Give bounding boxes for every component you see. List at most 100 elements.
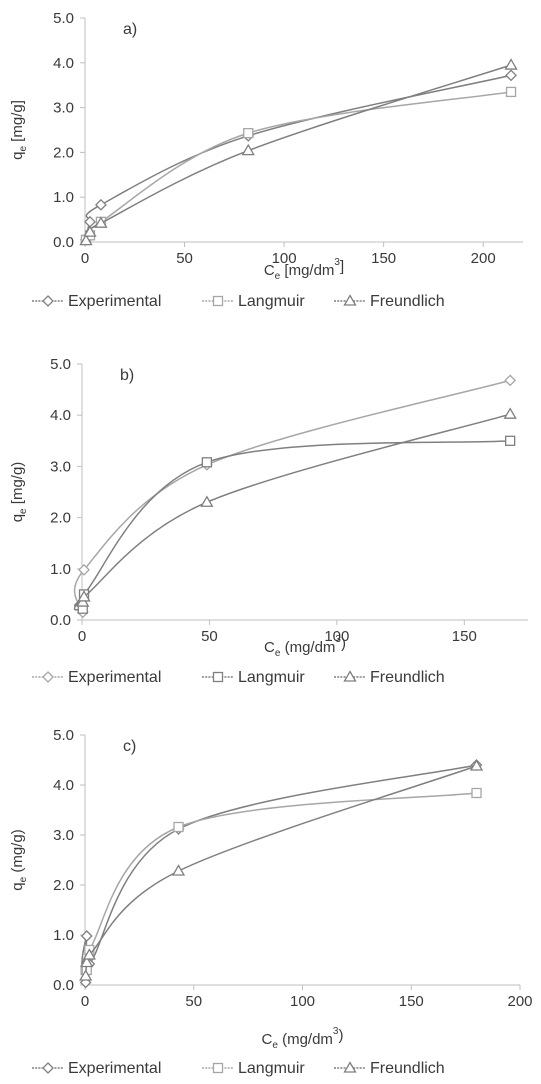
series-experimental [80, 69, 517, 246]
legend: Experimental Langmuir Freundlich [32, 293, 445, 310]
series-freundlich [73, 407, 517, 607]
chart-panel-b: 0.0 1.0 2.0 3.0 4.0 5.0 0 50 100 150 b) Ce (mg/dm3)… [9, 356, 528, 686]
legend-marker [42, 295, 54, 307]
data-point [95, 198, 107, 211]
legend-item-freundlich: Freundlich [334, 293, 445, 310]
x-axis-label: Ce [mg/dm3] [264, 257, 344, 282]
y-tick-label: 5.0 [50, 356, 71, 373]
data-point [505, 69, 517, 82]
data-point [504, 58, 518, 70]
data-point [503, 407, 517, 419]
x-tick-label: 50 [185, 993, 202, 1010]
series-langmuir [73, 435, 516, 614]
series-line [81, 792, 477, 973]
data-point [94, 216, 108, 228]
series-line [73, 379, 511, 613]
series-freundlich [79, 58, 518, 246]
legend-item-freundlich: Freundlich [334, 669, 445, 686]
x-tick-label: 100 [324, 628, 349, 645]
data-point [82, 948, 96, 960]
data-point [173, 821, 184, 833]
data-point [201, 457, 213, 468]
chart-panel-c: 0.0 1.0 2.0 3.0 4.0 5.0 0 50 100 150 200 c) Ce (mg/d… [9, 727, 533, 1077]
legend-label: Langmuir [238, 669, 305, 686]
data-point [505, 86, 517, 98]
legend: Experimental Langmuir Freundlich [32, 669, 445, 686]
x-tick-label: 50 [176, 250, 193, 267]
data-point [83, 225, 97, 237]
series-experimental [73, 374, 517, 619]
legend-marker [343, 294, 357, 306]
legend-item-langmuir: Langmuir [202, 1060, 305, 1077]
y-tick-label: 0.0 [53, 977, 74, 994]
data-point [79, 969, 93, 981]
series-langmuir [80, 787, 482, 976]
x-axis-label: Ce (mg/dm3) [264, 634, 346, 659]
x-tick-label: 0 [81, 250, 89, 267]
data-point [200, 495, 214, 507]
legend-marker [212, 295, 224, 307]
y-axis-label: qe [mg/g) [9, 462, 29, 523]
y-tick-label: 3.0 [50, 458, 71, 475]
y-tick-label: 1.0 [50, 561, 71, 578]
legend-marker [343, 670, 357, 682]
x-tick-label: 150 [399, 993, 424, 1010]
y-tick-label: 4.0 [53, 55, 74, 72]
legend-label: Freundlich [370, 1060, 445, 1077]
y-tick-label: 2.0 [53, 144, 74, 161]
x-tick-label: 0 [78, 628, 86, 645]
legend-label: Experimental [68, 1060, 161, 1077]
data-point [241, 143, 255, 156]
legend-marker [212, 1062, 224, 1074]
panel-label: c) [123, 738, 136, 755]
x-tick-label: 150 [371, 250, 396, 267]
y-tick-label: 0.0 [50, 612, 71, 629]
x-tick-label: 200 [471, 250, 496, 267]
series-freundlich [79, 759, 484, 981]
y-tick-label: 1.0 [53, 927, 74, 944]
y-axis-label: qe [mg/g] [9, 100, 29, 160]
legend-label: Experimental [68, 293, 161, 310]
data-point [471, 787, 482, 799]
y-axis-label: qe (mg/g) [9, 829, 29, 890]
y-tick-label: 4.0 [50, 407, 71, 424]
y-tick-label: 1.0 [53, 189, 74, 206]
legend-label: Langmuir [238, 1060, 305, 1077]
legend-label: Freundlich [370, 293, 445, 310]
data-point [469, 759, 484, 771]
data-point [505, 435, 516, 446]
y-tick-label: 3.0 [53, 827, 74, 844]
legend-item-freundlich: Freundlich [334, 1060, 445, 1077]
legend-marker [42, 671, 54, 683]
legend: Experimental Langmuir Freundlich [32, 1060, 445, 1077]
y-tick-label: 0.0 [53, 234, 74, 251]
legend-marker [343, 1061, 357, 1073]
legend-item-langmuir: Langmuir [202, 293, 305, 310]
legend-item-experimental: Experimental [32, 669, 161, 686]
series-line [85, 64, 512, 241]
legend-label: Freundlich [370, 669, 445, 686]
data-point [80, 930, 93, 942]
data-point [77, 590, 91, 602]
x-tick-label: 100 [272, 250, 297, 267]
x-tick-label: 200 [507, 993, 532, 1010]
data-point [80, 955, 94, 968]
panel-label: b) [120, 367, 134, 384]
x-axis-label: Ce (mg/dm3) [262, 1026, 344, 1051]
series-line [85, 91, 512, 241]
legend-marker [212, 671, 224, 683]
legend-label: Langmuir [238, 293, 305, 310]
legend-item-experimental: Experimental [32, 1060, 161, 1077]
y-tick-label: 2.0 [53, 877, 74, 894]
panel-label: a) [123, 21, 137, 38]
data-point [79, 233, 93, 246]
series-line [73, 413, 511, 607]
series-langmuir [80, 86, 517, 245]
data-point [171, 864, 186, 876]
data-point [243, 127, 254, 139]
x-tick-label: 150 [452, 628, 477, 645]
legend-label: Experimental [68, 669, 161, 686]
data-point [78, 563, 90, 576]
legend-item-langmuir: Langmuir [202, 669, 305, 686]
